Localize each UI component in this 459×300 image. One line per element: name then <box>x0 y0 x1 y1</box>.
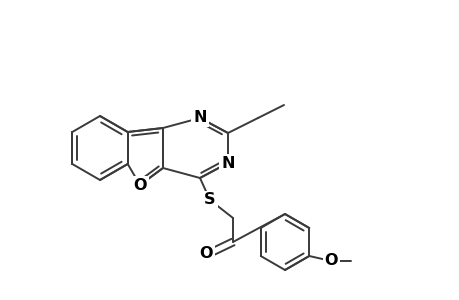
Text: O: O <box>133 178 146 193</box>
Text: O: O <box>324 254 337 268</box>
Text: N: N <box>221 155 234 170</box>
Text: S: S <box>204 193 215 208</box>
Text: O: O <box>199 247 212 262</box>
Text: N: N <box>193 110 206 125</box>
